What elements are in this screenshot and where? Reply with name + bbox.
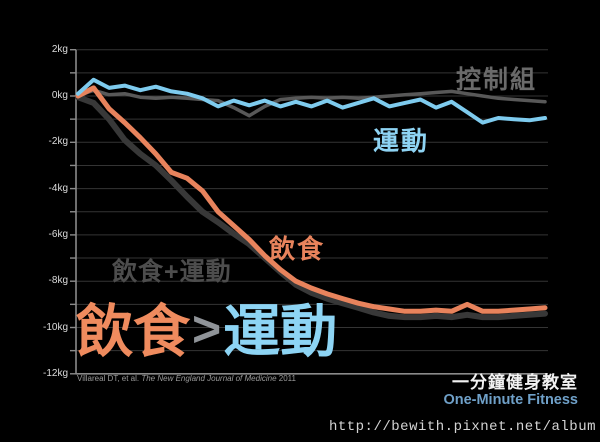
series-label-diet: 飲食 (269, 234, 326, 264)
y-axis-tick-label: -6kg (48, 228, 68, 240)
citation-journal-name: The New England Journal of Medicine (141, 374, 277, 383)
y-axis-tick-label: -12kg (42, 367, 68, 379)
y-axis-tick-label: 0kg (51, 90, 68, 101)
y-axis-tick-label: 2kg (51, 43, 68, 55)
watermark-url: http://bewith.pixnet.net/album (328, 419, 596, 435)
citation-authors: Villareal DT, et al. (77, 374, 142, 383)
citation-text: Villareal DT, et al. The New England Jou… (77, 374, 296, 383)
brand-logo: 一分鐘健身教室 One-Minute Fitness (443, 373, 578, 409)
y-axis-tick-label: -10kg (42, 321, 68, 333)
series-label-exercise: 運動 (373, 126, 430, 156)
headline-diet-greater-than-exercise: 飲食>運動 (76, 300, 338, 364)
headline-greater-than-sign: > (192, 301, 222, 357)
series-line-diet-plus-exercise (75, 94, 548, 321)
brand-name-chinese: 一分鐘健身教室 (452, 373, 578, 392)
citation-year: 2011 (276, 374, 296, 383)
headline-exercise-text: 運動 (223, 300, 338, 364)
series-line-diet (75, 85, 548, 314)
y-axis-tick-label: -2kg (48, 136, 68, 148)
y-axis-tick-label: -8kg (48, 275, 68, 287)
headline-diet-text: 飲食 (76, 300, 190, 364)
series-label-diet-plus-exercise: 飲食+運動 (112, 258, 232, 286)
series-label-control-group: 控制組 (456, 66, 538, 94)
series-line-control (76, 88, 547, 118)
y-axis-tick-label: -4kg (48, 182, 68, 194)
series-line-exercise (76, 77, 547, 125)
brand-name-english: One-Minute Fitness (443, 391, 578, 408)
